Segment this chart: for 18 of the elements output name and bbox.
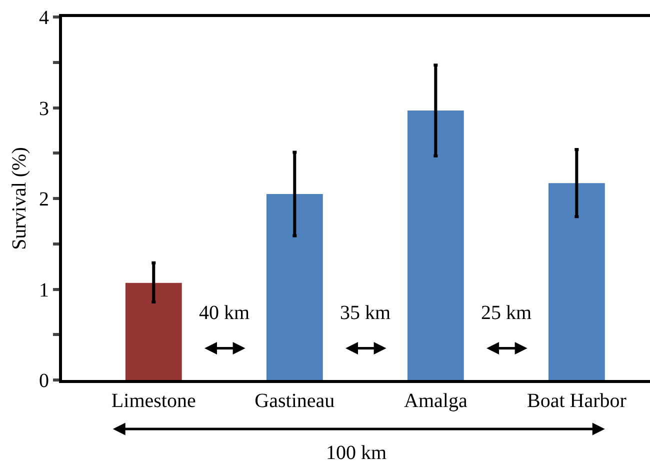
x-tick-label: Amalga xyxy=(404,390,468,412)
x-tick-label: Boat Harbor xyxy=(526,390,627,412)
annotation: 40 km xyxy=(199,302,250,324)
y-tick-label: 2 xyxy=(39,188,49,210)
y-tick-label: 4 xyxy=(39,7,49,29)
x-tick-label: Gastineau xyxy=(254,390,335,412)
bar xyxy=(125,282,182,380)
bar xyxy=(548,183,605,380)
annotation: 35 km xyxy=(340,302,391,324)
text: 100 km xyxy=(326,442,387,464)
bar xyxy=(407,110,464,380)
annotation: 25 km xyxy=(481,302,532,324)
y-tick-label: 0 xyxy=(39,370,49,392)
y-axis-title: Survival (%) xyxy=(8,147,30,250)
y-tick-label: 3 xyxy=(39,98,49,120)
x-tick-label: Limestone xyxy=(111,390,196,412)
bar xyxy=(266,194,323,380)
y-tick-label: 1 xyxy=(39,279,49,302)
